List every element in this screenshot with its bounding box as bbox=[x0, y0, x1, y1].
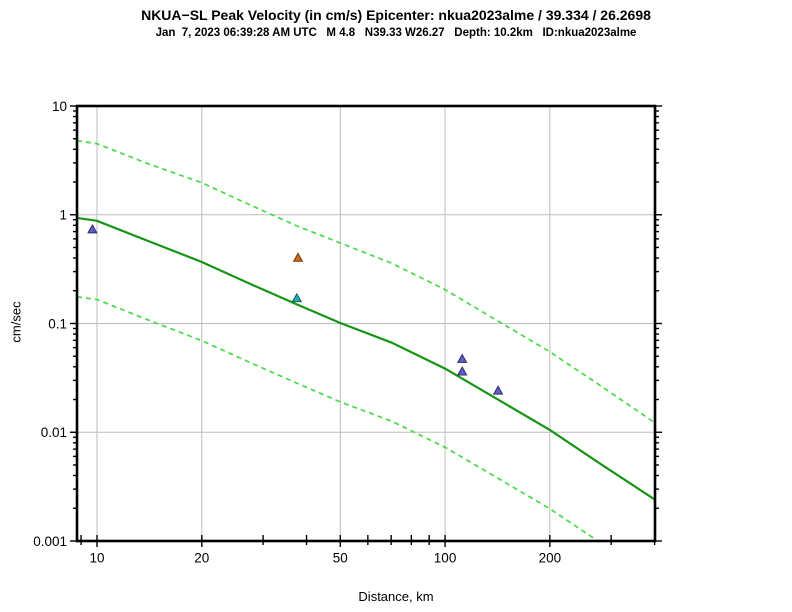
station-triangle-marker bbox=[292, 252, 304, 262]
gmpe-plus-sigma-curve bbox=[77, 139, 655, 424]
x-tick-label: 50 bbox=[333, 551, 348, 566]
station-triangle-marker bbox=[456, 366, 468, 376]
y-tick-label: 1 bbox=[59, 208, 67, 223]
station-triangle-marker bbox=[492, 385, 504, 395]
plot-frame bbox=[75, 104, 657, 543]
x-tick-label: 10 bbox=[89, 551, 104, 566]
y-tick-label: 10 bbox=[52, 99, 67, 114]
station-markers bbox=[87, 223, 504, 395]
gmpe-median-curve bbox=[77, 216, 655, 501]
x-tick-label: 200 bbox=[539, 551, 562, 566]
y-tick-label: 0.01 bbox=[41, 425, 67, 440]
x-tick-label: 100 bbox=[434, 551, 457, 566]
station-triangle-marker bbox=[291, 292, 303, 303]
station-triangle-marker bbox=[87, 223, 98, 234]
y-tick-labels: 10 1 0.1 0.01 0.001 bbox=[33, 99, 67, 549]
station-triangle-marker bbox=[456, 353, 468, 363]
x-tick-label: 20 bbox=[194, 551, 209, 566]
chart-title: NKUA−SL Peak Velocity (in cm/s) Epicente… bbox=[141, 7, 651, 23]
x-tick-labels: 10 20 50 100 200 bbox=[89, 551, 561, 566]
gridlines bbox=[77, 106, 655, 541]
event-info-subtitle: Jan 7, 2023 06:39:28 AM UTC M 4.8 N39.33… bbox=[155, 27, 637, 39]
x-axis-label: Distance, km bbox=[358, 589, 434, 604]
gmpe-curves bbox=[77, 139, 655, 541]
y-tick-label: 0.1 bbox=[48, 316, 67, 331]
gmpe-minus-sigma-curve bbox=[77, 295, 600, 541]
y-tick-label: 0.001 bbox=[33, 534, 67, 549]
axis-ticks bbox=[70, 105, 662, 547]
